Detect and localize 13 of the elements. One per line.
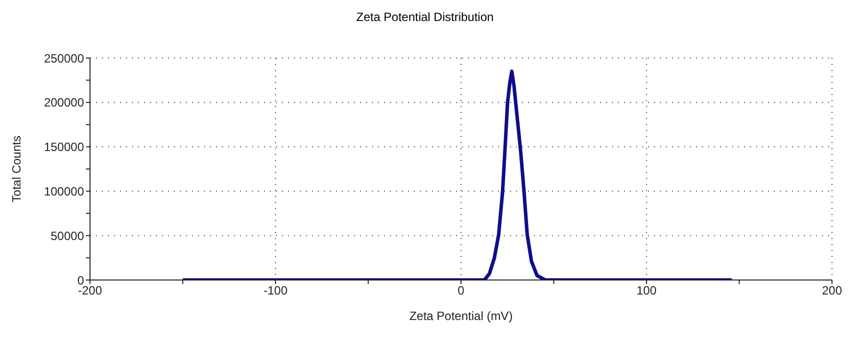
line-series	[181, 70, 734, 280]
x-tick-label: 200	[822, 284, 842, 298]
y-tick-label: 250000	[44, 51, 84, 66]
x-axis-title: Zeta Potential (mV)	[409, 309, 513, 323]
x-tick-label: 100	[636, 284, 657, 298]
y-axis-title: Total Counts	[9, 136, 24, 202]
y-tick-label: 100000	[44, 184, 84, 198]
x-tick-label: 0	[458, 284, 465, 298]
x-tick-label: -100	[263, 284, 288, 298]
y-tick-label: 50000	[50, 228, 84, 243]
y-tick-label: 200000	[44, 96, 84, 110]
y-tick-label: 150000	[44, 140, 84, 154]
chart-title: Zeta Potential Distribution	[355, 9, 495, 26]
